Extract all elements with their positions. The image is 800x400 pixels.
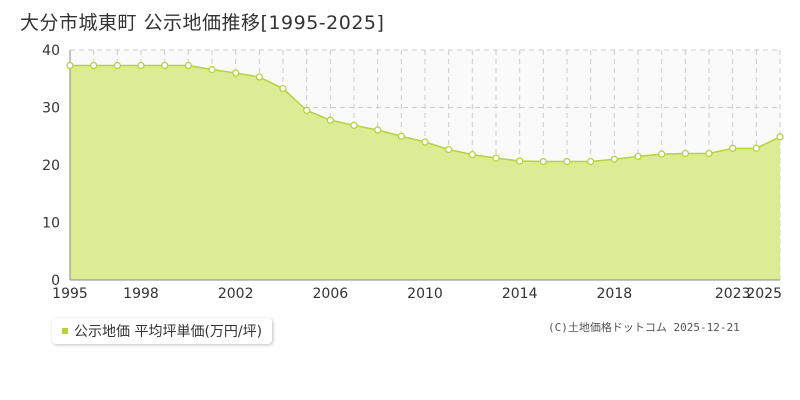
y-tick-label: 20 [42, 158, 60, 174]
x-tick-label: 2018 [597, 286, 633, 300]
data-point [161, 61, 169, 70]
x-tick-label: 2023 [715, 286, 751, 300]
x-tick-label: 2002 [218, 286, 254, 300]
data-point [658, 150, 666, 158]
data-point [468, 150, 476, 159]
legend: 公示地価 平均坪単価(万円/坪) [52, 318, 273, 344]
data-point [492, 154, 500, 162]
x-tick-label: 1995 [52, 286, 88, 300]
y-tick-label: 0 [51, 273, 60, 289]
data-point [445, 145, 453, 154]
data-point [681, 149, 689, 158]
data-point [516, 157, 524, 165]
data-point [66, 61, 74, 70]
data-point [90, 61, 98, 70]
data-point [397, 132, 405, 140]
chart-title: 大分市城東町 公示地価推移[1995-2025] [20, 12, 385, 34]
data-point [208, 65, 216, 74]
legend-label: 公示地価 平均坪単価(万円/坪) [74, 324, 263, 340]
data-point [705, 149, 713, 158]
credit-text: (C)土地価格ドットコム 2025-12-21 [548, 321, 740, 334]
data-point [539, 157, 547, 166]
x-tick-label: 2014 [502, 286, 538, 300]
data-point [232, 69, 240, 77]
data-point [350, 121, 358, 129]
data-point [303, 106, 311, 115]
data-point [184, 61, 192, 70]
x-tick-label: 2010 [407, 286, 443, 300]
data-point [587, 157, 595, 166]
y-tick-label: 30 [42, 101, 60, 117]
data-point [610, 155, 618, 163]
x-tick-label: 2025 [746, 286, 782, 300]
data-point [421, 138, 429, 146]
y-tick-label: 40 [42, 43, 60, 59]
data-point [634, 152, 642, 161]
data-point [729, 144, 737, 152]
data-point [113, 61, 121, 70]
legend-marker [62, 328, 68, 334]
chart-plot: 0 10 20 30 40 1995 1998 2002 2006 2010 2014 2018 202… [42, 43, 784, 300]
x-tick-label: 1998 [123, 286, 159, 300]
x-tick-label: 2006 [313, 286, 349, 300]
data-point [752, 144, 760, 152]
data-point [374, 126, 382, 134]
data-point [255, 73, 263, 81]
y-tick-label: 10 [42, 216, 60, 232]
data-point [326, 116, 334, 124]
data-point [776, 133, 784, 141]
data-point [279, 84, 287, 93]
data-point [563, 157, 571, 166]
data-point [137, 61, 145, 70]
series-area [70, 65, 780, 281]
